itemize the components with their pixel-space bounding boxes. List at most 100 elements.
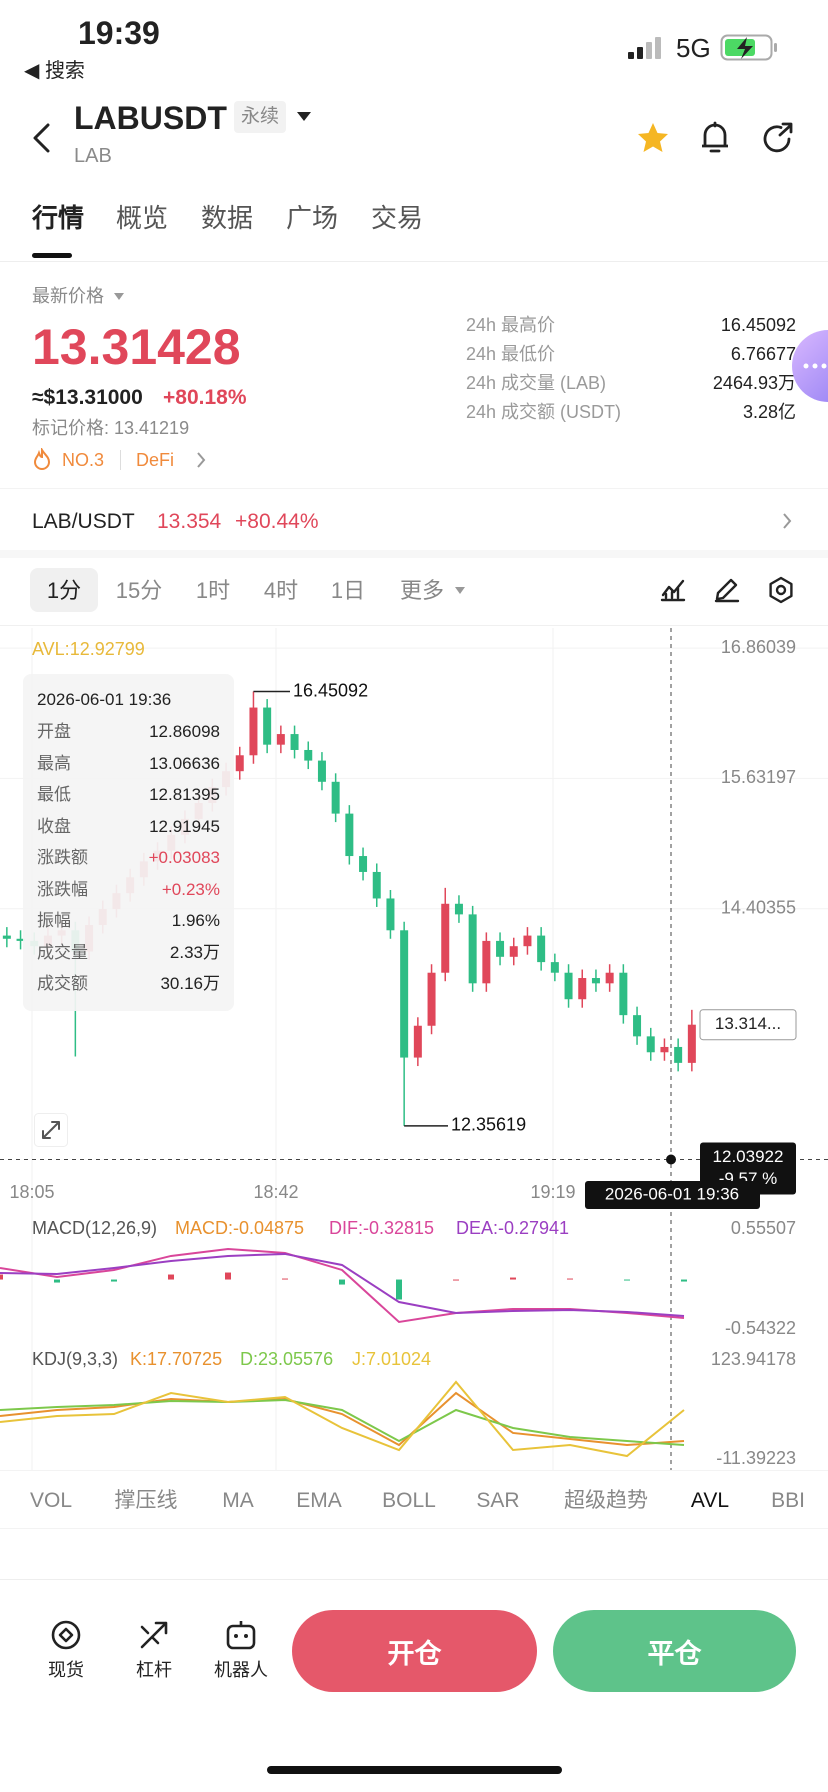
- back-button[interactable]: [30, 122, 54, 154]
- section-gap: [0, 550, 828, 558]
- high-label: 16.45092: [293, 680, 368, 700]
- tooltip-label: 振幅: [37, 911, 71, 930]
- y-tick-label: -0.54322: [725, 1318, 796, 1338]
- tab-active[interactable]: 行情: [32, 203, 85, 233]
- draw-icon[interactable]: [713, 577, 741, 603]
- tooltip-row: 开盘 12.86098: [37, 723, 220, 740]
- tab[interactable]: 概览: [116, 203, 169, 233]
- indicator-line: [0, 1247, 685, 1324]
- margin-icon[interactable]: [138, 1619, 170, 1651]
- indicator-tab[interactable]: 撑压线: [114, 1489, 178, 1512]
- assistant-bubble[interactable]: [788, 328, 828, 404]
- tooltip-value: 30.16万: [160, 974, 220, 993]
- tooltip-value: 12.86098: [149, 722, 220, 741]
- y-tick-label: 16.86039: [721, 637, 796, 657]
- alert-icon[interactable]: [699, 120, 731, 156]
- tab[interactable]: 数据: [201, 203, 254, 233]
- indicator-tab[interactable]: BBI: [771, 1489, 805, 1512]
- indicator-icon[interactable]: [659, 577, 687, 603]
- more-dropdown[interactable]: [454, 586, 466, 596]
- last-price: 13.31428: [32, 319, 241, 375]
- crosshair-price: 12.03922: [713, 1147, 784, 1166]
- stat-label: 24h 最低价: [466, 344, 556, 364]
- candle-body: [345, 813, 354, 857]
- back-app[interactable]: ◀ 搜索: [24, 60, 85, 82]
- candle-body: [633, 1015, 642, 1037]
- symbol-dropdown[interactable]: [296, 111, 312, 123]
- candle-body: [496, 940, 505, 957]
- histogram-bar: [111, 1279, 117, 1282]
- candle-body: [304, 749, 313, 761]
- candle-body: [427, 972, 436, 1026]
- y-tick-label: 15.63197: [721, 767, 796, 787]
- settings-icon[interactable]: [767, 576, 795, 604]
- tooltip-value: 2.33万: [169, 942, 220, 962]
- nav-label[interactable]: 机器人: [214, 1660, 268, 1680]
- spot-price: 13.354: [157, 510, 222, 533]
- interval[interactable]: 1时: [195, 578, 231, 603]
- spot-chevron[interactable]: [781, 511, 793, 531]
- candle-body: [331, 781, 340, 814]
- indicator-tab[interactable]: EMA: [296, 1489, 342, 1512]
- tooltip-value: 12.91945: [149, 816, 220, 836]
- rank[interactable]: NO.3: [62, 450, 105, 470]
- candle-body: [537, 935, 546, 963]
- network-type: 5G: [676, 33, 711, 63]
- indicator-tab[interactable]: MA: [222, 1489, 254, 1512]
- sector-chevron[interactable]: [195, 450, 207, 470]
- candle-body: [359, 856, 368, 872]
- open-button[interactable]: 开仓: [292, 1610, 537, 1692]
- x-tick-label: 18:05: [9, 1182, 54, 1202]
- price-label[interactable]: 最新价格: [32, 286, 104, 306]
- histogram-bar: [396, 1279, 402, 1300]
- divider: [0, 261, 828, 262]
- divider: [0, 1579, 828, 1580]
- spot-pair[interactable]: LAB/USDT: [32, 510, 135, 533]
- y-tick-label: 14.40355: [721, 897, 796, 917]
- indicator-tab[interactable]: BOLL: [382, 1489, 436, 1512]
- tooltip-row: 最低 12.81395: [37, 786, 220, 803]
- stat-value: 2464.93万: [712, 373, 796, 393]
- indicator-tab-active[interactable]: AVL: [690, 1489, 730, 1512]
- expand-button[interactable]: [34, 1113, 68, 1147]
- candle-body: [441, 903, 450, 973]
- price-label-dropdown[interactable]: [113, 292, 125, 302]
- interval-active[interactable]: 1分: [46, 578, 82, 603]
- candle-body: [578, 978, 587, 1000]
- stat-value: 3.28亿: [742, 402, 796, 422]
- histogram-bar: [168, 1274, 174, 1280]
- tooltip-row: 涨跌额 +0.03083: [37, 849, 220, 866]
- indicator-tab[interactable]: SAR: [476, 1489, 520, 1512]
- indicator-tab[interactable]: VOL: [29, 1489, 73, 1512]
- symbol[interactable]: LABUSDT: [74, 100, 227, 136]
- divider: [0, 488, 828, 489]
- tooltip-value: +0.03083: [148, 848, 220, 867]
- divider: [0, 1470, 828, 1471]
- indicator-line: [0, 1391, 685, 1447]
- nav-label[interactable]: 杠杆: [136, 1660, 172, 1680]
- interval[interactable]: 1日: [330, 578, 366, 603]
- bot-icon[interactable]: [225, 1619, 257, 1651]
- tooltip-row: 成交量 2.33万: [37, 944, 220, 961]
- hot-icon: [33, 448, 51, 470]
- favorite-icon[interactable]: [636, 121, 670, 155]
- interval[interactable]: 4时: [263, 578, 299, 603]
- candle-body: [523, 935, 532, 947]
- spot-icon[interactable]: [50, 1619, 82, 1651]
- nav-label[interactable]: 现货: [48, 1660, 84, 1680]
- legend-entry: DIF:-0.32815: [329, 1218, 434, 1238]
- interval[interactable]: 15分: [115, 578, 163, 603]
- tab[interactable]: 广场: [286, 203, 339, 233]
- tooltip-label: 开盘: [37, 722, 71, 741]
- legend-entry: K:17.70725: [130, 1349, 222, 1369]
- sector[interactable]: DeFi: [136, 450, 175, 470]
- indicator-tab[interactable]: 超级趋势: [564, 1489, 648, 1512]
- tab[interactable]: 交易: [371, 203, 424, 233]
- base-asset: LAB: [74, 145, 112, 167]
- interval-more[interactable]: 更多: [400, 578, 445, 603]
- last-price-label: 13.314...: [715, 1014, 781, 1033]
- close-button[interactable]: 平仓: [553, 1610, 796, 1692]
- share-icon[interactable]: [761, 121, 795, 155]
- candle-body: [290, 734, 299, 750]
